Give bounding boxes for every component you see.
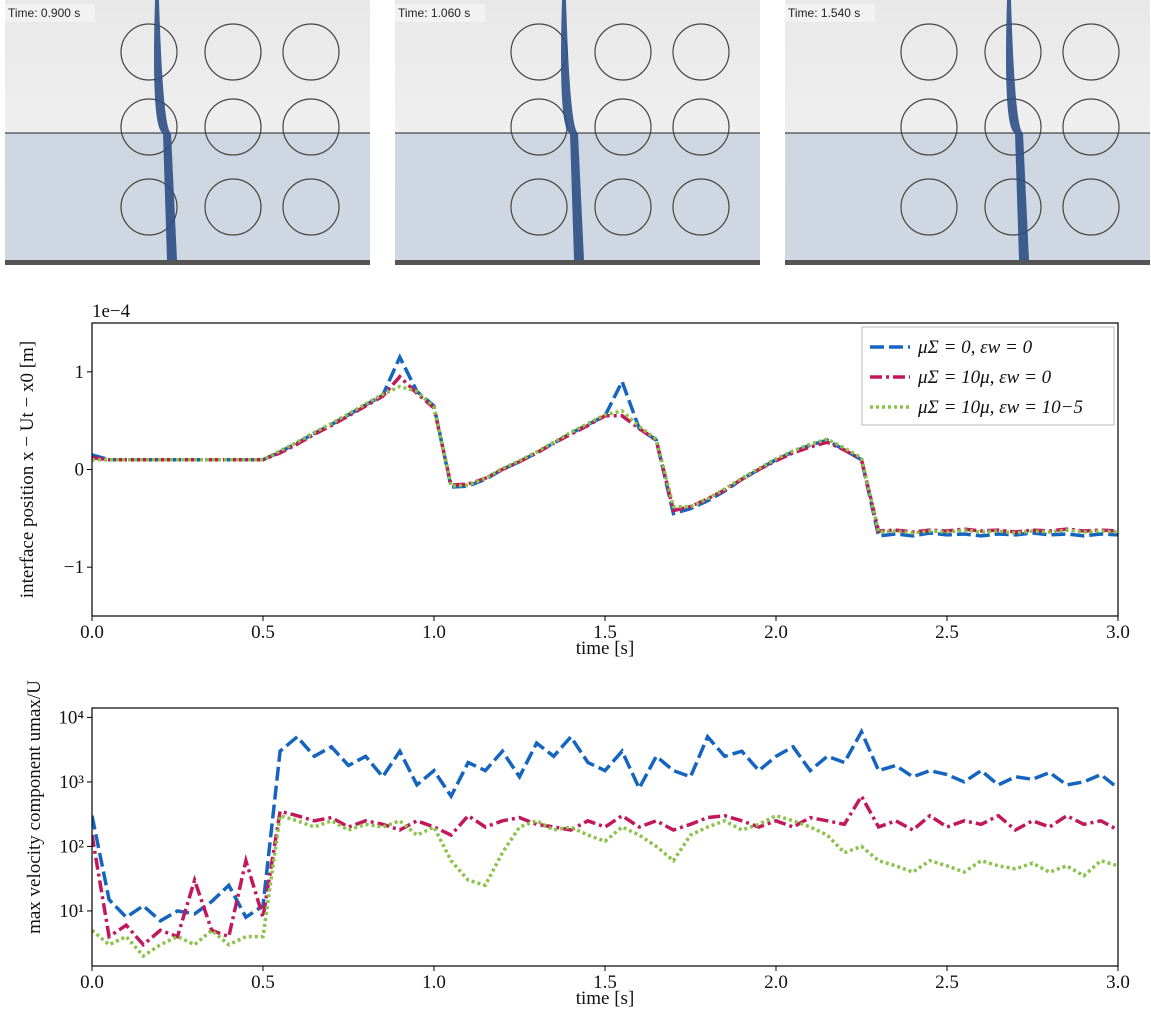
pillar bbox=[672, 23, 730, 81]
x-axis-label: time [s] bbox=[576, 638, 635, 659]
x-tick-label: 2.0 bbox=[764, 972, 788, 993]
pillar bbox=[900, 178, 958, 236]
pillar bbox=[900, 23, 958, 81]
x-tick-label: 0.5 bbox=[251, 622, 275, 643]
y-axis-label: interface position x − Ut − x0 [m] bbox=[17, 341, 38, 598]
label-bg bbox=[395, 4, 485, 22]
pillar bbox=[120, 98, 178, 156]
y-tick-label: −1 bbox=[64, 557, 84, 578]
series-line bbox=[92, 384, 1118, 535]
pillar bbox=[282, 98, 340, 156]
pillar bbox=[594, 23, 652, 81]
panel-bottom-edge bbox=[785, 260, 1150, 265]
panel-bottom-edge bbox=[5, 260, 370, 265]
image-panel: Time: 0.900 s bbox=[5, 0, 370, 265]
legend-label: μΣ = 0, εw = 0 bbox=[917, 337, 1033, 358]
image-panel: Time: 1.060 s bbox=[395, 0, 760, 265]
x-tick-label: 2.5 bbox=[935, 622, 959, 643]
interface bbox=[154, 0, 177, 260]
x-tick-label: 3.0 bbox=[1106, 972, 1130, 993]
pillar bbox=[204, 23, 262, 81]
pillar bbox=[594, 178, 652, 236]
x-tick-label: 1.5 bbox=[593, 622, 617, 643]
x-tick-label: 2.0 bbox=[764, 622, 788, 643]
x-tick-label: 0.0 bbox=[80, 972, 104, 993]
axes-frame bbox=[91, 322, 1119, 617]
x-tick-label: 3.0 bbox=[1106, 622, 1130, 643]
x-tick-label: 2.5 bbox=[935, 972, 959, 993]
y-tick-label: 0 bbox=[75, 460, 85, 481]
x-axis-label: time [s] bbox=[576, 988, 635, 1009]
y-tick-label: 1 bbox=[75, 362, 85, 383]
pillar bbox=[594, 98, 652, 156]
liquid-region bbox=[785, 133, 1150, 260]
pillar bbox=[510, 178, 568, 236]
x-tick-label: 1.0 bbox=[422, 622, 446, 643]
pillar bbox=[672, 98, 730, 156]
pillar bbox=[900, 98, 958, 156]
pillar bbox=[282, 178, 340, 236]
panel-label: Time: 1.060 s bbox=[398, 6, 470, 20]
liquid-region bbox=[5, 133, 370, 260]
pillar bbox=[204, 178, 262, 236]
pillar bbox=[1062, 23, 1120, 81]
pillar bbox=[120, 23, 178, 81]
pillar bbox=[1062, 178, 1120, 236]
label-bg bbox=[5, 4, 95, 22]
legend-label: μΣ = 10μ, εw = 10−5 bbox=[917, 397, 1083, 418]
y-axis-label: max velocity component umax/U bbox=[24, 680, 45, 934]
interface bbox=[561, 0, 584, 260]
y-tick-label: 10³ bbox=[59, 772, 84, 793]
panel-label: Time: 1.540 s bbox=[788, 6, 860, 20]
pillar bbox=[1062, 98, 1120, 156]
x-tick-label: 0.0 bbox=[80, 622, 104, 643]
y-tick-label: 10² bbox=[59, 836, 84, 857]
series-line bbox=[92, 727, 1118, 924]
legend-label: μΣ = 10μ, εw = 0 bbox=[917, 367, 1052, 388]
axes-frame bbox=[91, 707, 1119, 967]
y-tick-label: 10¹ bbox=[59, 901, 84, 922]
pillar bbox=[282, 23, 340, 81]
series-line bbox=[92, 813, 1118, 959]
pillar bbox=[672, 178, 730, 236]
image-panel: Time: 1.540 s bbox=[785, 0, 1150, 265]
x-tick-label: 0.5 bbox=[251, 972, 275, 993]
pillar bbox=[984, 178, 1042, 236]
y-offset-label: 1e−4 bbox=[92, 301, 131, 322]
interface bbox=[1006, 0, 1029, 260]
pillar bbox=[204, 98, 262, 156]
label-bg bbox=[785, 4, 875, 22]
pillar bbox=[120, 178, 178, 236]
panel-bottom-edge bbox=[395, 260, 760, 265]
x-tick-label: 1.5 bbox=[593, 972, 617, 993]
panel-label: Time: 0.900 s bbox=[8, 6, 80, 20]
y-tick-label: 10⁴ bbox=[58, 707, 84, 728]
x-tick-label: 1.0 bbox=[422, 972, 446, 993]
